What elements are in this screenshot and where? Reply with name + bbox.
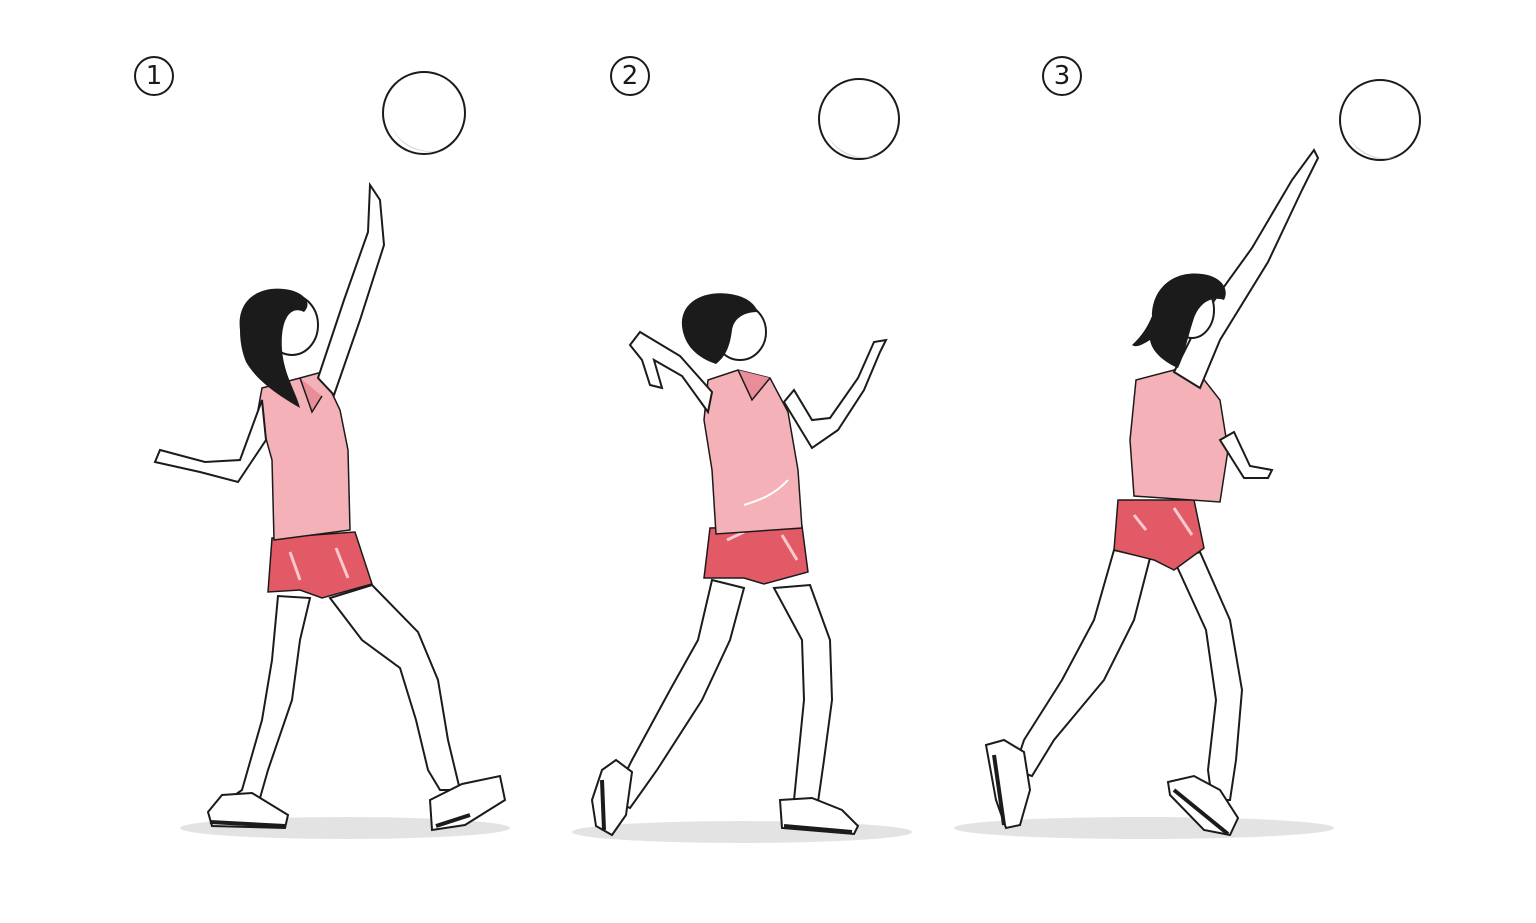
player-shoes	[590, 758, 860, 837]
player-raised-arm	[316, 181, 386, 397]
volleyball-icon	[1339, 79, 1421, 161]
step-2-label: 2	[610, 56, 650, 96]
step-3-label: 3	[1042, 56, 1082, 96]
player-head	[681, 293, 767, 364]
step-2-panel: 2	[512, 0, 1024, 923]
player-back-arm	[153, 399, 268, 484]
step-3-panel: 3	[954, 0, 1536, 923]
player-head	[1132, 273, 1226, 368]
player-front-arm	[782, 338, 888, 450]
ground-shadow	[572, 821, 912, 843]
player-head	[239, 288, 319, 408]
player-jersey	[1129, 369, 1229, 503]
volleyball-icon	[818, 78, 900, 160]
player-hitting-arm	[628, 330, 714, 415]
player-hitting-arm	[1172, 148, 1320, 390]
player-legs	[222, 583, 462, 807]
ground-shadow	[954, 817, 1334, 839]
step-1-label: 1	[134, 56, 174, 96]
step-2-figure	[572, 78, 912, 843]
player-front-arm	[1218, 430, 1274, 479]
step-3-figure	[954, 79, 1421, 839]
volleyball-icon	[382, 71, 466, 155]
player-shoes	[206, 774, 507, 832]
player-shorts	[267, 531, 373, 599]
player-legs	[1012, 548, 1244, 801]
player-shoes	[984, 738, 1240, 837]
player-jersey	[257, 371, 351, 541]
step-1-panel: 1	[0, 0, 512, 923]
player-legs	[610, 578, 834, 810]
step-1-figure	[153, 71, 510, 839]
